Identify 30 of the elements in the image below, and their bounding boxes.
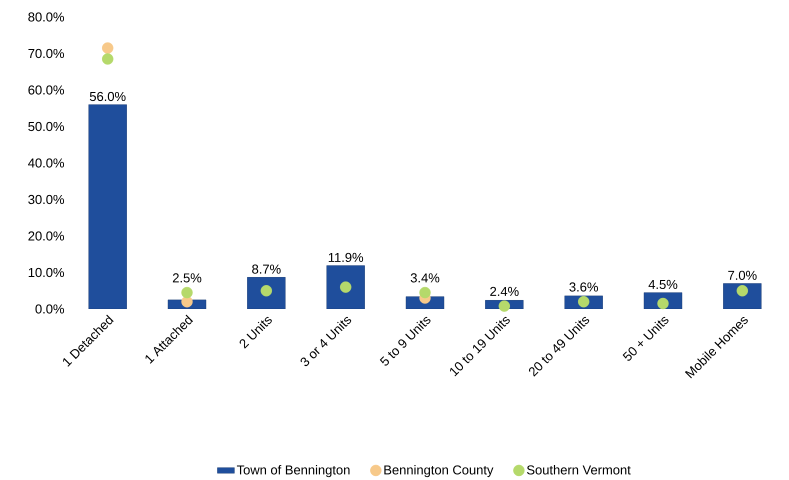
data-label: 3.4% (410, 273, 440, 283)
y-tick-label: 70.0% (28, 48, 64, 58)
point (102, 42, 114, 54)
point (181, 286, 193, 298)
y-tick-label: 20.0% (28, 231, 64, 241)
data-label: 2.4% (490, 286, 519, 296)
legend-label: Southern Vermont (526, 465, 631, 475)
point (181, 296, 193, 308)
y-tick-label: 30.0% (28, 194, 64, 204)
y-tick-label: 80.0% (28, 12, 64, 22)
y-tick-label: 0.0% (35, 304, 64, 314)
point (498, 300, 510, 312)
bar (88, 104, 127, 310)
data-label: 7.0% (728, 270, 757, 280)
point (419, 286, 431, 298)
y-tick-label: 10.0% (28, 268, 64, 278)
bar (326, 265, 365, 310)
legend-label: Town of Bennington (236, 465, 350, 478)
y-tick-label: 60.0% (28, 85, 64, 95)
y-tick-label: 50.0% (28, 122, 64, 132)
y-tick-label: 40.0% (28, 158, 64, 168)
data-label: 11.9% (328, 252, 364, 262)
data-label: 3.6% (569, 282, 598, 292)
bar (247, 277, 286, 310)
data-label: 2.5% (172, 273, 202, 283)
data-label: 4.5% (648, 280, 678, 290)
legend-label: Bennington County (384, 465, 494, 478)
point (102, 53, 114, 65)
data-label: 56.0% (90, 92, 126, 102)
data-label: 8.7% (252, 264, 281, 274)
